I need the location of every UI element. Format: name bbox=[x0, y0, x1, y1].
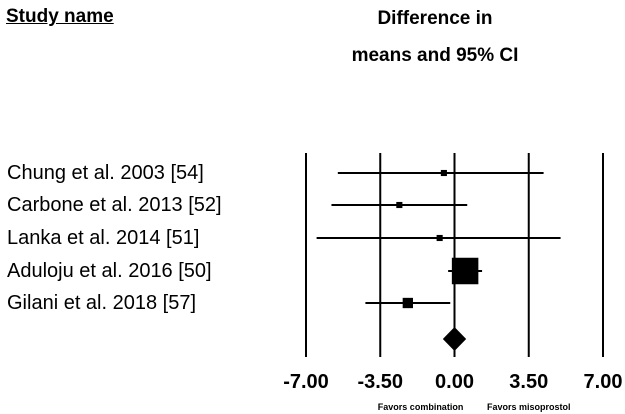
effect-marker bbox=[436, 234, 443, 242]
study-label: Carbone et al. 2013 [52] bbox=[7, 194, 222, 216]
effect-marker bbox=[440, 169, 447, 177]
effect-marker bbox=[396, 201, 403, 209]
effect-marker bbox=[451, 257, 479, 285]
x-tick-label: -7.00 bbox=[283, 371, 329, 393]
study-label: Aduloju et al. 2016 [50] bbox=[7, 260, 212, 282]
study-label: Lanka et al. 2014 [51] bbox=[7, 227, 200, 249]
study-label: Chung et al. 2003 [54] bbox=[7, 162, 204, 184]
x-tick-label: -3.50 bbox=[357, 371, 403, 393]
favors-left-label: Favors combination bbox=[378, 402, 464, 412]
effect-marker bbox=[402, 297, 413, 309]
summary-diamond bbox=[442, 327, 467, 351]
x-tick-label: 7.00 bbox=[584, 371, 623, 393]
x-tick-label: 0.00 bbox=[435, 371, 474, 393]
favors-right-label: Favors misoprostol bbox=[487, 402, 571, 412]
study-name-header: Study name bbox=[6, 6, 114, 27]
study-label: Gilani et al. 2018 [57] bbox=[7, 292, 197, 314]
x-tick-label: 3.50 bbox=[509, 371, 548, 393]
effect-header-line1: Difference in bbox=[377, 8, 493, 29]
effect-header-line2: means and 95% CI bbox=[351, 45, 519, 66]
